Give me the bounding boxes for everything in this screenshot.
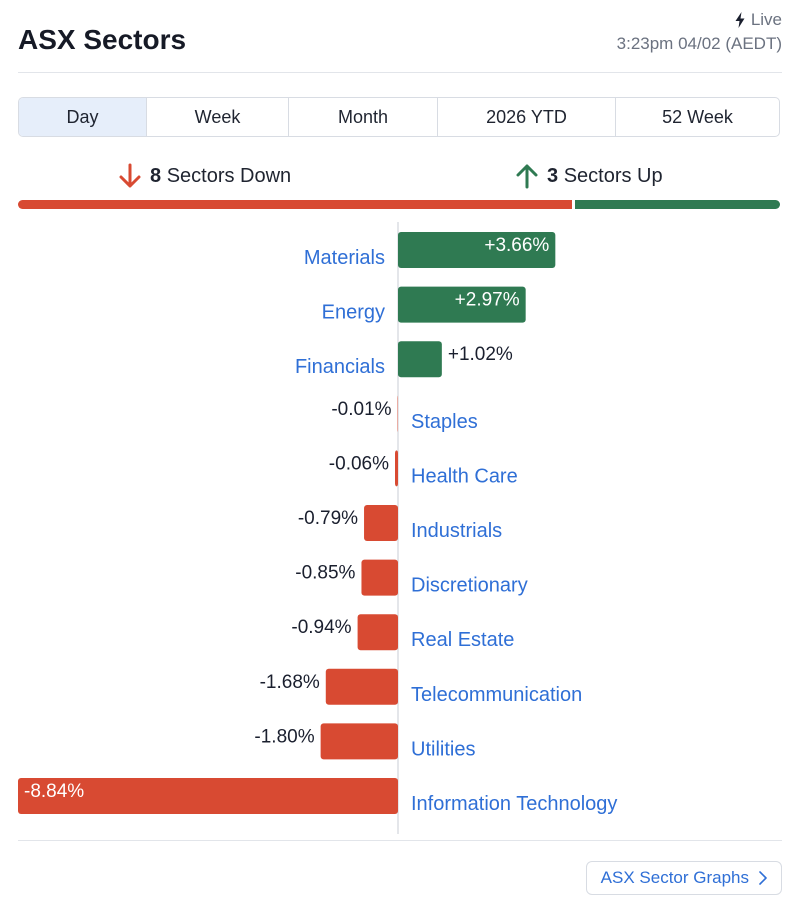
timestamp: 3:23pm 04/02 (AEDT) <box>616 34 782 53</box>
tab-2026-ytd[interactable]: 2026 YTD <box>438 98 616 136</box>
sectors-up-count: 3 <box>547 164 559 187</box>
sectors-up-label: Sectors Up <box>563 164 663 187</box>
sector-label-industrials[interactable]: Industrials <box>411 520 502 542</box>
tab-52-week[interactable]: 52 Week <box>662 106 733 127</box>
value-label-information-technology: -8.84% <box>24 781 84 802</box>
bar-health-care <box>395 450 398 487</box>
sector-label-financials[interactable]: Financials <box>295 356 385 378</box>
sectors-up-bar <box>574 200 780 209</box>
sector-label-staples[interactable]: Staples <box>411 411 478 433</box>
value-label-financials: +1.02% <box>448 344 513 365</box>
page-title: ASX Sectors <box>18 24 187 55</box>
bar-real-estate <box>357 614 398 651</box>
value-label-telecommunication: -1.68% <box>260 672 320 693</box>
sector-ratio-bar <box>18 200 780 209</box>
footer: ASX Sector Graphs <box>18 840 782 895</box>
asx-sector-graphs-label: ASX Sector Graphs <box>600 868 749 887</box>
sectors-down-label: Sectors Down <box>166 164 292 187</box>
header: ASX Sectors Live 3:23pm 04/02 (AEDT) <box>18 0 782 73</box>
value-label-materials: +3.66% <box>484 235 549 256</box>
tab-month[interactable]: Month <box>289 98 438 136</box>
bar-financials <box>398 341 442 378</box>
sector-label-materials[interactable]: Materials <box>304 247 385 269</box>
asx-sector-graphs-button[interactable]: ASX Sector Graphs <box>585 861 782 895</box>
bar-telecommunication <box>325 668 398 705</box>
period-tabs: Day Week Month 2026 YTD 52 Week <box>18 97 780 137</box>
bar-materials <box>398 232 556 268</box>
bar-information-technology <box>18 778 398 814</box>
bar-discretionary <box>361 559 398 596</box>
tab-day[interactable]: Day <box>19 98 147 136</box>
value-label-energy: +2.97% <box>455 290 520 311</box>
sector-label-energy[interactable]: Energy <box>322 302 385 324</box>
sectors-down-count: 8 <box>150 164 162 187</box>
bar-industrials <box>364 505 398 541</box>
bar-utilities <box>320 723 398 760</box>
sector-label-utilities[interactable]: Utilities <box>411 738 475 760</box>
sector-label-information-technology[interactable]: Information Technology <box>411 793 617 815</box>
value-label-health-care: -0.06% <box>329 453 389 474</box>
lightning-icon <box>735 12 745 28</box>
arrow-down-icon <box>119 163 141 188</box>
bar-energy <box>398 286 526 323</box>
sector-bar-chart: Materials +3.66% Energy +2.97% Financials +1.… <box>18 222 617 834</box>
value-label-real-estate: -0.94% <box>291 617 351 638</box>
value-label-discretionary: -0.85% <box>295 563 355 584</box>
arrow-up-icon <box>516 164 538 189</box>
sectors-down-summary: 8 Sectors Down <box>118 158 291 194</box>
sector-label-telecommunication[interactable]: Telecommunication <box>411 684 582 706</box>
live-label: Live <box>750 10 782 29</box>
chevron-right-icon <box>759 871 767 885</box>
sector-label-health-care[interactable]: Health Care <box>411 465 518 487</box>
sector-label-discretionary[interactable]: Discretionary <box>411 575 528 597</box>
tab-week[interactable]: Week <box>147 98 289 136</box>
value-label-staples: -0.01% <box>331 399 391 420</box>
value-label-industrials: -0.79% <box>298 508 358 529</box>
sector-label-real-estate[interactable]: Real Estate <box>411 629 514 651</box>
live-indicator: Live <box>735 10 782 30</box>
sectors-down-bar <box>18 200 572 209</box>
sectors-up-summary: 3 Sectors Up <box>515 158 663 194</box>
value-label-utilities: -1.80% <box>254 726 314 747</box>
